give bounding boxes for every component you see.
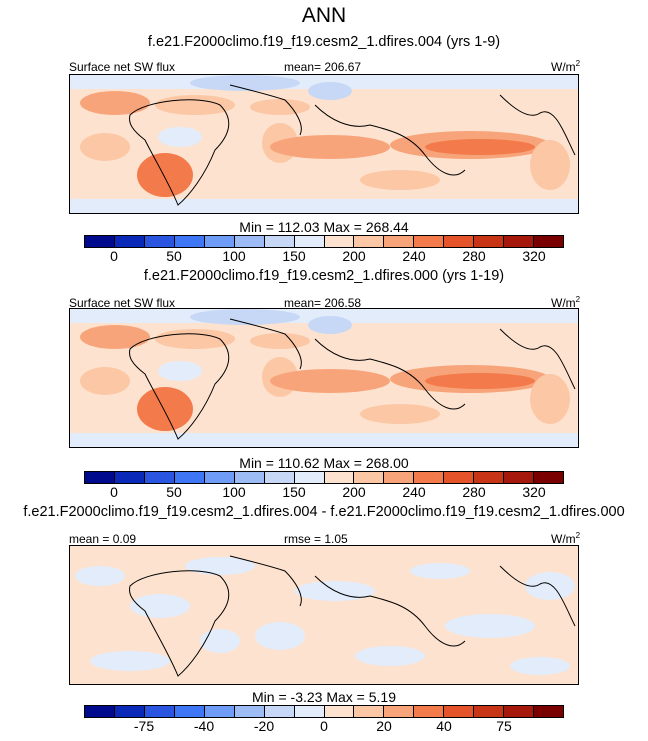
panel-1-colorbar-swatch [264,236,295,247]
panel-2-colorbar-swatch [324,472,355,483]
panel-1-colorbar-tick: 0 [110,248,118,264]
panel-1-colorbar-swatch [85,236,115,247]
panel-1-colorbar-swatch [294,236,325,247]
panel-3-colorbar-swatch [534,706,563,717]
panel-2-minmax: Min = 110.62 Max = 268.00 [239,455,409,471]
panel-3-colorbar-swatch [504,706,535,717]
panel-2-colorbar-swatch [504,472,535,483]
panel-2-colorbar-swatch [114,472,145,483]
panel-2-colorbar-swatch [234,472,265,483]
panel-3-colorbar-swatch [324,706,355,717]
panel-2-colorbar-swatch [444,472,475,483]
panel-1-colorbar-swatch [144,236,175,247]
panel-2-colorbar-swatch [204,472,235,483]
panel-3-colorbar-swatch [384,706,415,717]
panel-2-colorbar-tick: 200 [342,484,366,500]
panel-2-colorbar-swatch [85,472,115,483]
panel-3-subtitle: f.e21.F2000climo.f19_f19.cesm2_1.dfires.… [23,504,625,520]
panel-1-variable-label: Surface net SW flux [69,60,176,74]
panel-3-colorbar-tick: 0 [320,718,328,734]
panel-1-colorbar-swatch [534,236,563,247]
panel-1-subtitle: f.e21.F2000climo.f19_f19.cesm2_1.dfires.… [147,34,501,50]
panel-1-colorbar-tick: 150 [282,248,306,264]
panel-2-colorbar-swatch [384,472,415,483]
panel-2-colorbar-tick: 280 [462,484,486,500]
panel-3-rmse-label: rmse = 1.05 [284,532,348,546]
panel-3-colorbar-tick: -75 [133,718,155,734]
panel-3-colorbar-swatch [85,706,115,717]
panel-3-colorbar-swatch [264,706,295,717]
panel-3-colorbar-swatch [114,706,145,717]
panel-2-colorbar-swatch [534,472,563,483]
panel-3-colorbar-swatch [174,706,205,717]
panel-3-colorbar-swatch [204,706,235,717]
panel-3-colorbar-tick: 40 [436,718,452,734]
panel-3-colorbar-swatch [444,706,475,717]
panel-2-map [69,308,579,448]
panel-2-units: W/m2 [551,295,581,310]
panel-3-colorbar-swatch [294,706,325,717]
panel-1-units: W/m2 [551,59,581,74]
figure-title: ANN [301,4,347,27]
panel-1-colorbar-swatch [234,236,265,247]
panel-2-colorbar-tick: 100 [222,484,246,500]
panel-2-colorbar-swatch [354,472,385,483]
panel-2-colorbar-swatch [414,472,445,483]
panel-3-colorbar-tick: 20 [376,718,392,734]
panel-1-colorbar-tick: 320 [522,248,546,264]
panel-1-colorbar-swatch [204,236,235,247]
panel-1-mean-label: mean= 206.67 [284,60,362,74]
panel-1-colorbar-tick: 100 [222,248,246,264]
panel-1-map [69,74,579,214]
panel-1-colorbar-tick: 200 [342,248,366,264]
panel-3-colorbar-swatch [474,706,505,717]
panel-3-colorbar-tick: 75 [496,718,512,734]
panel-3-colorbar-swatch [354,706,385,717]
panel-2-colorbar-swatch [174,472,205,483]
panel-2-colorbar-swatch [144,472,175,483]
panel-2-variable-label: Surface net SW flux [69,296,176,310]
panel-2-subtitle: f.e21.F2000climo.f19_f19.cesm2_1.dfires.… [143,268,505,284]
panel-3-colorbar-swatch [414,706,445,717]
panel-1-colorbar-swatch [114,236,145,247]
panel-2-colorbar-tick: 150 [282,484,306,500]
panel-3-minmax: Min = -3.23 Max = 5.19 [252,689,396,705]
panel-1-colorbar-swatch [444,236,475,247]
panel-1-colorbar-tick: 240 [402,248,426,264]
panel-1-colorbar-tick: 280 [462,248,486,264]
panel-2-colorbar-tick: 320 [522,484,546,500]
panel-2-colorbar-swatch [264,472,295,483]
panel-2-colorbar [84,471,564,484]
panel-1-colorbar-swatch [474,236,505,247]
panel-3-map [69,545,579,685]
panel-1-minmax: Min = 112.03 Max = 268.44 [239,219,409,235]
panel-3-colorbar [84,705,564,718]
panel-3-units: W/m2 [551,531,581,546]
panel-1-colorbar-swatch [354,236,385,247]
panel-2-mean-label: mean= 206.58 [284,296,362,310]
panel-3-colorbar-swatch [234,706,265,717]
panel-1-colorbar-swatch [384,236,415,247]
panel-3-mean-label: mean = 0.09 [69,532,137,546]
panel-1-colorbar [84,235,564,248]
panel-2-colorbar-swatch [474,472,505,483]
panel-2-colorbar-swatch [294,472,325,483]
panel-2-colorbar-tick: 50 [166,484,182,500]
panel-3-colorbar-swatch [144,706,175,717]
panel-1-colorbar-swatch [414,236,445,247]
panel-2-colorbar-tick: 240 [402,484,426,500]
panel-1-colorbar-tick: 50 [166,248,182,264]
panel-2-colorbar-tick: 0 [110,484,118,500]
panel-1-colorbar-swatch [174,236,205,247]
panel-3-colorbar-tick: -40 [193,718,215,734]
panel-1-colorbar-swatch [324,236,355,247]
panel-3-colorbar-tick: -20 [253,718,275,734]
panel-1-colorbar-swatch [504,236,535,247]
